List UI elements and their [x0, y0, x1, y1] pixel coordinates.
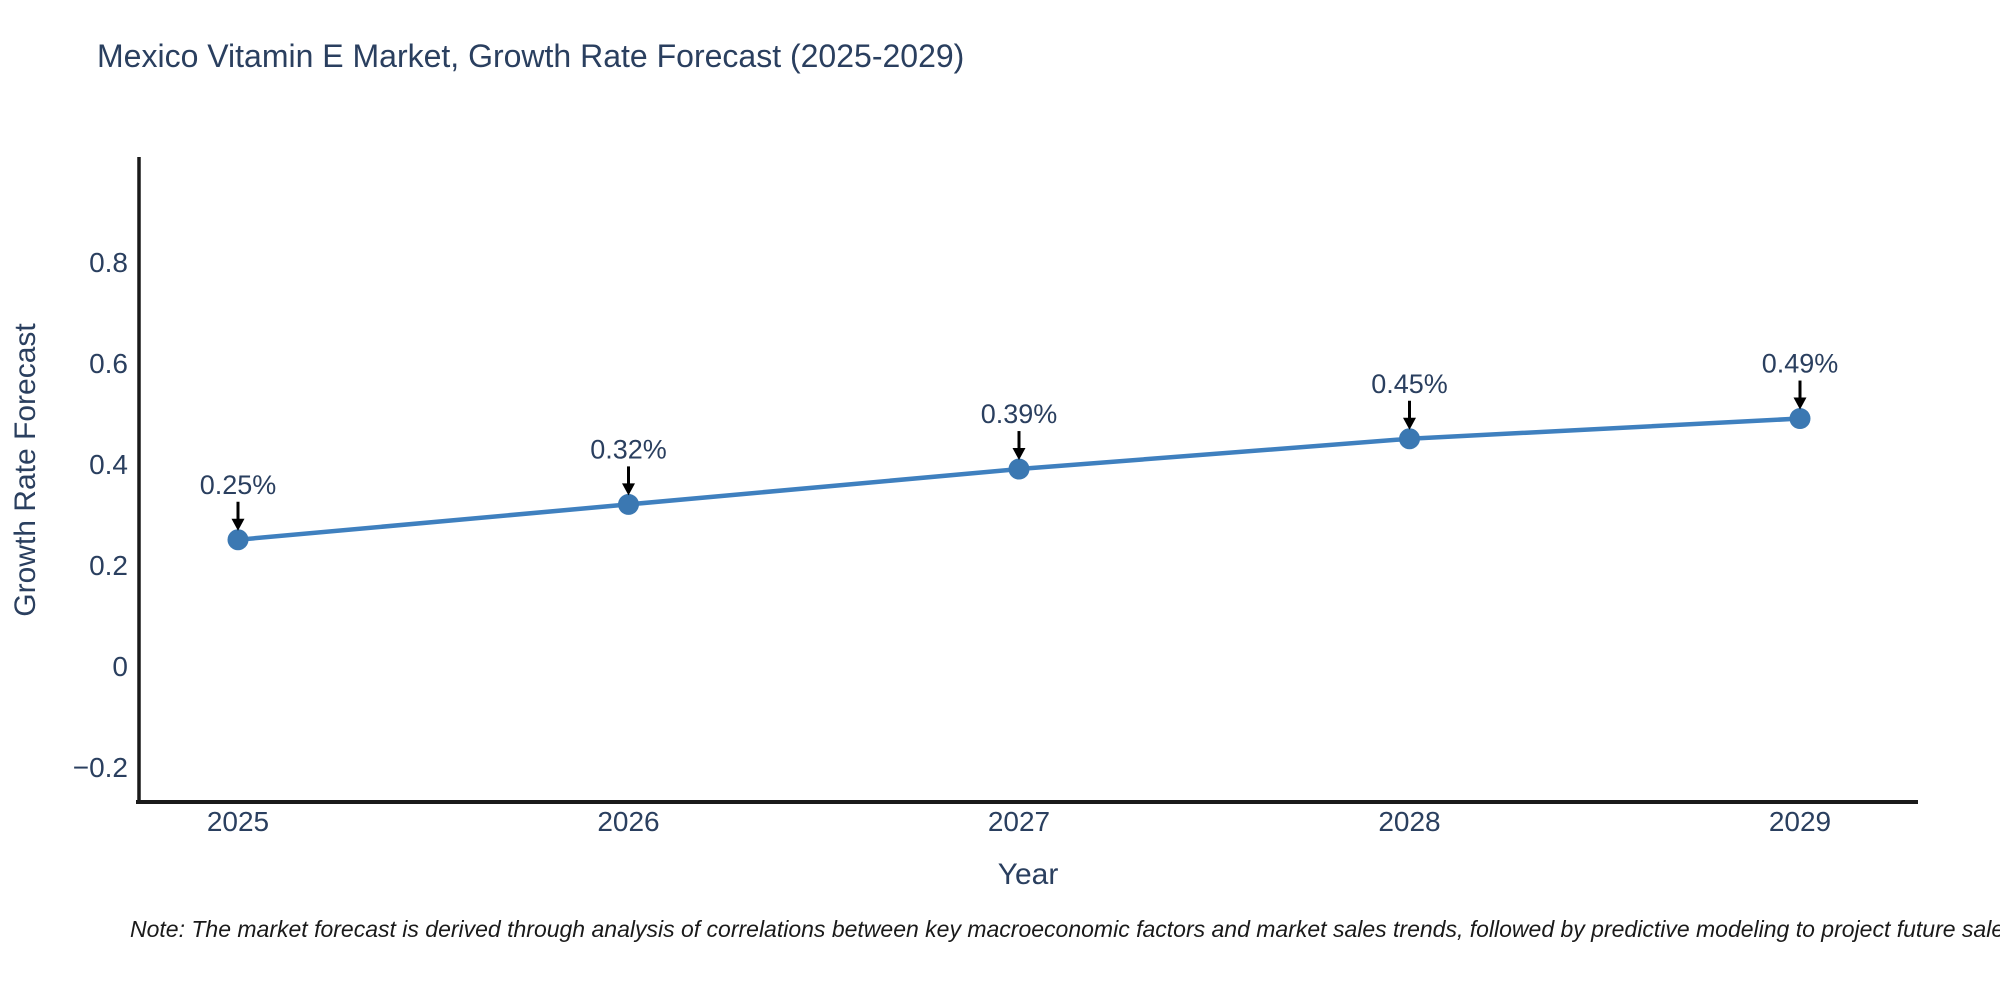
data-point-label: 0.45%	[1371, 369, 1448, 399]
footnote: Note: The market forecast is derived thr…	[130, 916, 2000, 942]
y-tick-label: 0	[112, 651, 128, 682]
y-tick-label: 0.6	[89, 348, 128, 379]
y-tick-label: 0.4	[89, 449, 128, 480]
annotation-arrow-head	[231, 518, 245, 531]
y-tick-label: −0.2	[73, 752, 128, 783]
annotation-arrow-head	[1012, 448, 1026, 461]
x-axis-title: Year	[997, 858, 1059, 891]
data-point-marker	[618, 493, 639, 515]
data-point-label: 0.25%	[200, 470, 277, 500]
x-tick-label: 2028	[1378, 806, 1440, 837]
y-tick-label: 0.8	[89, 247, 128, 278]
x-tick-label: 2025	[207, 806, 269, 837]
data-point-label: 0.49%	[1762, 349, 1839, 379]
data-point-label: 0.39%	[981, 399, 1058, 429]
annotation-arrow-head	[1793, 397, 1807, 410]
x-tick-label: 2026	[597, 806, 659, 837]
y-tick-label: 0.2	[89, 550, 128, 581]
data-point-marker	[1789, 408, 1811, 430]
data-point-label: 0.32%	[590, 434, 667, 464]
chart-title: Mexico Vitamin E Market, Growth Rate For…	[97, 38, 965, 74]
data-point-marker	[1008, 458, 1030, 480]
x-tick-label: 2029	[1769, 806, 1831, 837]
data-point-marker	[1399, 428, 1420, 450]
annotation-arrow-head	[622, 483, 635, 496]
x-tick-label: 2027	[988, 806, 1050, 837]
annotation-arrow-head	[1403, 417, 1416, 430]
data-point-marker	[227, 529, 249, 551]
